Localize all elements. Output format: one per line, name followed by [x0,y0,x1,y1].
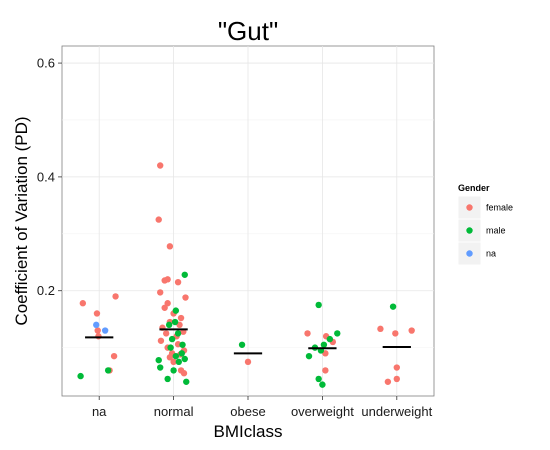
legend-title: Gender [458,183,490,193]
data-point-male [306,353,312,359]
data-point-male [164,376,170,382]
data-point-male [105,367,111,373]
data-point-male [77,373,83,379]
y-tick-label: 0.2 [37,283,55,298]
data-point-male [319,381,325,387]
data-point-female [385,379,391,385]
data-point-male [179,342,185,348]
data-point-female [175,279,181,285]
chart-title: "Gut" [218,16,278,46]
data-point-na [93,322,99,328]
data-point-female [157,162,163,168]
data-point-female [161,305,167,311]
data-point-male [327,336,333,342]
y-tick-label: 0.4 [37,169,55,184]
y-axis-title: Coefficient of Variation (PD) [12,116,31,325]
data-point-male [321,342,327,348]
y-tick-label: 0.6 [37,56,55,71]
data-point-female [394,364,400,370]
data-point-male [239,342,245,348]
legend-swatch [466,204,472,210]
data-point-male [390,303,396,309]
data-point-male [179,350,185,356]
data-point-male [169,336,175,342]
data-point-male [176,359,182,365]
data-point-female [408,327,414,333]
data-point-male [182,272,188,278]
data-point-female [182,294,188,300]
data-point-male [172,319,178,325]
data-point-male [315,302,321,308]
data-point-female [163,330,169,336]
legend-swatch [466,227,472,233]
data-point-male [175,330,181,336]
data-point-male [170,367,176,373]
data-point-male [334,330,340,336]
legend: Gender female male na [458,183,513,265]
data-point-male [173,353,179,359]
legend-label: na [486,249,496,259]
data-point-female [245,359,251,365]
data-point-female [178,315,184,321]
data-point-male [167,344,173,350]
data-point-female [158,338,164,344]
x-tick-label: na [92,404,107,419]
data-point-na [102,327,108,333]
data-point-female [304,330,310,336]
data-point-female [80,300,86,306]
x-tick-label: underweight [361,404,432,419]
data-point-female [392,330,398,336]
data-point-female [167,243,173,249]
data-point-female [377,326,383,332]
data-point-female [112,293,118,299]
legend-label: female [486,203,513,213]
data-point-female [394,376,400,382]
data-point-female [157,289,163,295]
data-point-female [322,367,328,373]
data-point-female [95,333,101,339]
data-point-male [315,376,321,382]
legend-label: male [486,226,506,236]
legend-swatch [466,250,472,256]
data-point-female [164,276,170,282]
data-point-female [156,216,162,222]
data-point-female [181,370,187,376]
x-axis-title: BMIclass [214,422,283,441]
data-point-male [173,307,179,313]
data-point-male [183,379,189,385]
x-tick-label: normal [154,404,194,419]
x-tick-label: overweight [291,404,354,419]
data-point-male [157,364,163,370]
data-point-female [95,327,101,333]
data-point-male [166,322,172,328]
data-point-male [156,357,162,363]
data-point-male [182,356,188,362]
x-tick-label: obese [230,404,265,419]
data-point-female [111,353,117,359]
data-point-female [94,310,100,316]
